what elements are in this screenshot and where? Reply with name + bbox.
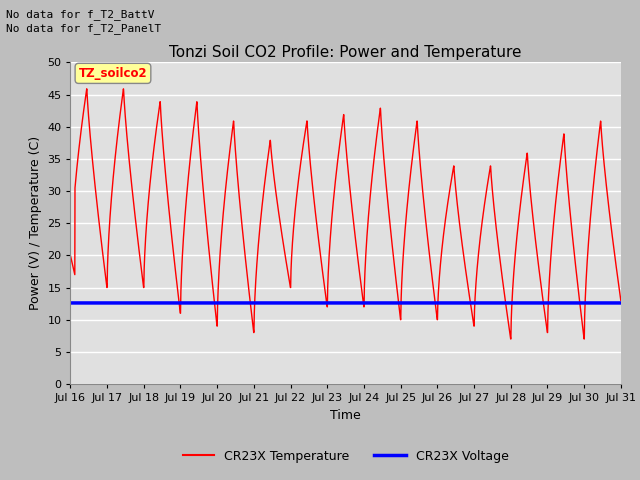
CR23X Temperature — [67, 252, 74, 258]
CR23X Temperature — [617, 298, 625, 303]
X-axis label: Time: Time — [330, 408, 361, 421]
CR23X Voltage — [67, 300, 74, 306]
CR23X Temperature — [547, 251, 555, 257]
Text: TZ_soilco2: TZ_soilco2 — [79, 67, 147, 80]
Text: No data for f_T2_PanelT: No data for f_T2_PanelT — [6, 23, 162, 34]
Legend: CR23X Temperature, CR23X Voltage: CR23X Temperature, CR23X Voltage — [178, 445, 513, 468]
Text: No data for f_T2_BattV: No data for f_T2_BattV — [6, 9, 155, 20]
CR23X Temperature — [507, 336, 515, 342]
CR23X Temperature — [83, 86, 91, 92]
CR23X Voltage — [606, 300, 614, 306]
CR23X Voltage — [301, 300, 309, 306]
CR23X Voltage — [547, 300, 554, 306]
Title: Tonzi Soil CO2 Profile: Power and Temperature: Tonzi Soil CO2 Profile: Power and Temper… — [170, 45, 522, 60]
CR23X Temperature — [301, 127, 309, 133]
CR23X Voltage — [162, 300, 170, 306]
CR23X Voltage — [278, 300, 285, 306]
CR23X Temperature — [129, 198, 137, 204]
CR23X Voltage — [617, 300, 625, 306]
CR23X Temperature — [607, 217, 614, 223]
CR23X Voltage — [129, 300, 137, 306]
CR23X Temperature — [162, 176, 170, 182]
Y-axis label: Power (V) / Temperature (C): Power (V) / Temperature (C) — [29, 136, 42, 310]
CR23X Temperature — [278, 230, 285, 236]
Line: CR23X Temperature: CR23X Temperature — [70, 89, 621, 339]
